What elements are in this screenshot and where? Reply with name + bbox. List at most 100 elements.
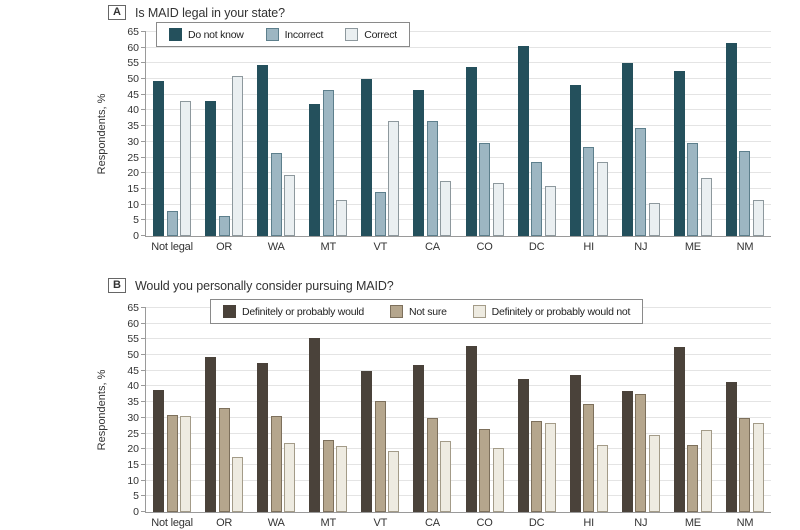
bar-correct-dc [544, 185, 556, 236]
gridline [146, 156, 771, 158]
bar-correct-not-legal [180, 101, 192, 236]
x-axis-label: VT [373, 241, 388, 253]
plot-area-b: 0 5 10 15 20 25 30 35 40 45 50 55 60 65 Not legal OR WA M… [127, 299, 771, 529]
x-axis-label: DC [528, 517, 545, 529]
bar-do-not-know-mt [309, 104, 321, 236]
gridline [146, 62, 771, 64]
legend-label: Correct [364, 28, 397, 41]
bar-do-not-know-nj [621, 63, 633, 236]
x-axis-label: NJ [634, 241, 648, 253]
bar-incorrect-nj [635, 127, 647, 236]
bar-not-sure-or [218, 408, 230, 512]
y-tick-label: 65 [127, 302, 139, 314]
gridline [146, 432, 771, 434]
y-tick-mark [141, 235, 146, 236]
x-axis-label: WA [267, 517, 285, 529]
gridline [146, 140, 771, 142]
panel-a-title: Is MAID legal in your state? [134, 5, 285, 20]
bar-do-not-know-or [205, 101, 217, 236]
y-tick-mark [141, 93, 146, 95]
bar-correct-ca [440, 181, 452, 236]
gridline [146, 125, 771, 127]
bar-not-sure-wa [270, 416, 282, 512]
bar-definitely-or-probably-would-not-not-legal [180, 416, 192, 512]
bar-incorrect-nm [739, 151, 751, 236]
gridline [146, 416, 771, 418]
x-axis-label: CA [425, 241, 440, 253]
bar-do-not-know-wa [257, 64, 269, 236]
legend-item: Definitely or probably would not [472, 305, 631, 318]
bar-definitely-or-probably-would-not-legal [153, 389, 165, 512]
bar-definitely-or-probably-would-not-or [232, 457, 244, 512]
y-tick-mark [141, 495, 146, 497]
x-axis-label: CO [476, 517, 493, 529]
bar-definitely-or-probably-would-not-nm [752, 422, 764, 512]
y-tick-mark [141, 369, 146, 371]
x-axis-label: Not legal [151, 241, 193, 253]
x-axis-label: VT [373, 517, 388, 529]
y-tick-label: 25 [127, 427, 139, 440]
bar-definitely-or-probably-would-wa [257, 362, 269, 512]
y-tick-mark [141, 463, 146, 465]
panel-b-title: Would you personally consider pursuing M… [134, 278, 394, 293]
y-tick-label: 40 [127, 104, 139, 117]
gridline [146, 369, 771, 371]
gridline [146, 401, 771, 403]
gridline [146, 463, 771, 465]
y-tick-label: 45 [127, 364, 139, 377]
y-tick-mark [141, 109, 146, 111]
bar-definitely-or-probably-would-not-vt [388, 450, 400, 512]
bar-not-sure-not-legal [166, 414, 178, 512]
bar-not-sure-me [687, 444, 699, 512]
bar-incorrect-hi [583, 146, 595, 236]
bar-do-not-know-hi [569, 85, 581, 236]
y-tick-mark [141, 354, 146, 356]
bar-not-sure-co [479, 428, 491, 512]
legend-item: Incorrect [265, 28, 324, 41]
y-tick-mark [141, 62, 146, 64]
y-tick-mark [141, 219, 146, 221]
x-axis-label: HI [583, 241, 594, 253]
x-axis-label: NM [736, 241, 754, 253]
bar-definitely-or-probably-would-ca [413, 364, 425, 512]
gridline [146, 338, 771, 340]
legend: Do not know Incorrect Correct [156, 22, 410, 47]
y-axis-label: Respondents, % [96, 93, 108, 175]
gridline [146, 479, 771, 481]
bar-do-not-know-co [465, 66, 477, 236]
y-tick-mark [141, 401, 146, 403]
y-tick-mark [141, 187, 146, 189]
bar-correct-nm [752, 199, 764, 236]
y-tick-label: 60 [127, 317, 139, 330]
gridline [146, 93, 771, 95]
legend: Definitely or probably would Not sure Defi… [210, 299, 644, 324]
bar-incorrect-mt [322, 90, 334, 236]
bar-definitely-or-probably-would-not-me [700, 430, 712, 512]
legend-swatch [265, 28, 279, 41]
bar-definitely-or-probably-would-not-wa [284, 442, 296, 512]
y-tick-mark [141, 448, 146, 450]
y-tick-label: 50 [127, 73, 139, 86]
y-tick-label: 65 [127, 26, 139, 38]
bar-not-sure-dc [531, 421, 543, 512]
y-tick-mark [141, 172, 146, 174]
legend-swatch [345, 28, 359, 41]
y-tick-label: 25 [127, 151, 139, 164]
bar-correct-co [492, 182, 504, 236]
bar-definitely-or-probably-would-or [205, 356, 217, 512]
legend-item: Do not know [169, 28, 244, 41]
legend-label: Definitely or probably would not [491, 305, 631, 318]
bar-do-not-know-vt [361, 79, 373, 236]
y-tick-mark [141, 322, 146, 324]
legend-label: Not sure [408, 305, 447, 318]
bar-do-not-know-me [673, 71, 685, 236]
bar-correct-vt [388, 121, 400, 236]
y-tick-label: 55 [127, 333, 139, 346]
y-tick-mark [141, 479, 146, 481]
legend-swatch [169, 28, 182, 41]
y-tick-mark [141, 203, 146, 205]
bar-incorrect-co [479, 143, 491, 236]
legend-label: Incorrect [284, 28, 324, 41]
x-axis-label: MT [320, 517, 337, 529]
